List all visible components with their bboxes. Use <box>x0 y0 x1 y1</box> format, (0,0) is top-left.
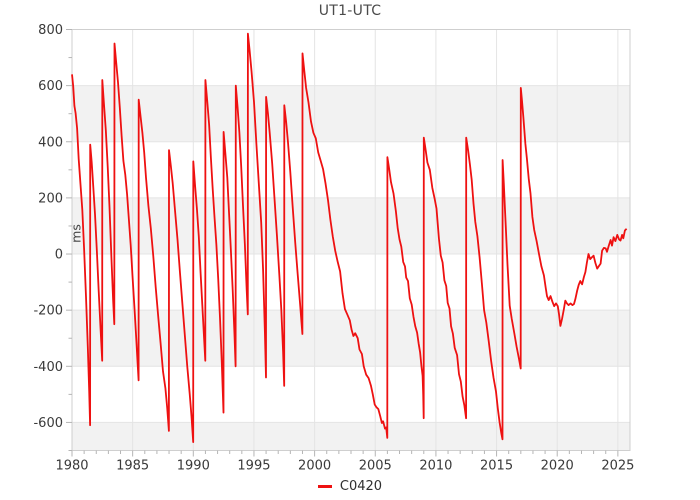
x-tick-label: 2025 <box>601 459 634 474</box>
grid-band <box>72 422 630 451</box>
x-tick-label: 2020 <box>541 459 574 474</box>
y-tick-label: -400 <box>33 360 63 375</box>
legend-series-label: C0420 <box>339 478 383 494</box>
x-tick-label: 1995 <box>237 459 270 474</box>
grid-band <box>72 85 630 142</box>
y-tick-label: 0 <box>55 248 63 263</box>
grid-band <box>72 197 630 255</box>
x-tick-label: 1985 <box>116 459 149 474</box>
y-tick-label: 800 <box>38 23 63 38</box>
series-lines <box>71 32 628 444</box>
legend-line-swatch <box>317 484 332 488</box>
y-tick-label: -200 <box>33 304 63 319</box>
axis-ticks <box>66 29 619 457</box>
series-line-C0420 <box>71 32 628 444</box>
y-tick-label: -600 <box>33 416 63 431</box>
chart-title: UT1-UTC <box>318 3 382 19</box>
grid-bands <box>72 85 630 451</box>
y-axis-label: ms <box>68 224 84 243</box>
y-tick-label: 600 <box>38 79 63 94</box>
y-tick-label: 200 <box>38 191 63 206</box>
legend: C0420 <box>0 476 700 496</box>
grid-band <box>72 310 630 367</box>
x-tick-label: 2000 <box>298 459 331 474</box>
x-tick-label: 1980 <box>55 459 88 474</box>
x-tick-label: 2010 <box>419 459 452 474</box>
y-tick-label: 400 <box>38 135 63 150</box>
x-tick-label: 2015 <box>480 459 513 474</box>
axis-tick-labels: -600 -400 -200 0 200 400 600 800 1980 1985 1990 199… <box>33 23 634 474</box>
x-tick-label: 2005 <box>359 459 392 474</box>
x-tick-label: 1990 <box>177 459 210 474</box>
